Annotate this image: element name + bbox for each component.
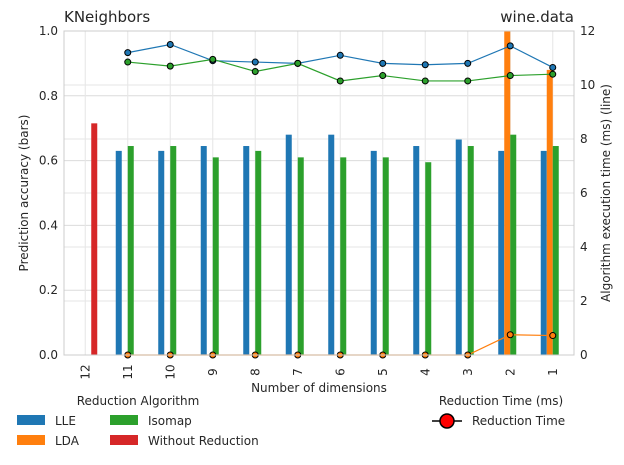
- bar-series: [91, 31, 559, 355]
- y-right-tick-label: 6: [580, 186, 588, 200]
- legend-swatch-lle: [17, 415, 45, 425]
- chart-title-left: KNeighbors: [64, 8, 150, 26]
- bar-lle: [243, 146, 250, 355]
- y-left-tick-label: 0.6: [39, 154, 58, 168]
- legend-right-marker: [439, 413, 455, 429]
- bar-without-reduction: [91, 123, 98, 355]
- x-tick-label: 12: [78, 364, 92, 379]
- legend-right-title: Reduction Time (ms): [439, 394, 563, 408]
- point-isomap: [166, 62, 174, 70]
- point-isomap: [336, 77, 344, 85]
- point-isomap: [464, 77, 472, 85]
- x-tick-label: 10: [163, 364, 177, 379]
- point-isomap: [124, 58, 132, 66]
- point-lda: [549, 332, 557, 340]
- y-left-tick-label: 0.0: [39, 348, 58, 362]
- bar-isomap: [127, 146, 134, 355]
- legend-label-isomap: Isomap: [148, 414, 192, 428]
- point-isomap: [506, 72, 514, 80]
- legend-swatch-isomap: [110, 415, 138, 425]
- point-lle: [379, 59, 387, 67]
- point-lle: [464, 59, 472, 67]
- legend-swatch-lda: [17, 435, 45, 445]
- legend-reduction-time: Reduction Time (ms) Reduction Time: [432, 394, 565, 429]
- y-right-tick-label: 0: [580, 348, 588, 362]
- bar-lle: [328, 134, 335, 355]
- chart-title-right: wine.data: [500, 8, 574, 26]
- y-left-tick-label: 0.8: [39, 89, 58, 103]
- bar-lle: [370, 150, 377, 355]
- legend-right-entry: Reduction Time: [472, 414, 565, 428]
- point-lle: [421, 61, 429, 69]
- y-right-tick-labels: 0 2 4 6 8 10 12: [580, 24, 595, 362]
- bar-lle: [455, 139, 462, 355]
- point-lle: [251, 58, 259, 66]
- y-left-tick-label: 0.4: [39, 218, 58, 232]
- y-right-tick-label: 12: [580, 24, 595, 38]
- plot-frame: [63, 30, 575, 356]
- bar-lle: [158, 150, 165, 355]
- bar-lle: [200, 146, 207, 355]
- legend-label-lle: LLE: [55, 414, 76, 428]
- x-tick-label: 7: [291, 368, 305, 376]
- bar-isomap: [467, 146, 474, 355]
- point-isomap: [421, 77, 429, 85]
- y-right-tick-label: 8: [580, 132, 588, 146]
- bar-lle: [498, 150, 505, 355]
- bar-isomap: [340, 157, 347, 355]
- point-lda: [506, 331, 514, 339]
- point-lle: [166, 41, 174, 48]
- point-lle: [506, 42, 514, 50]
- x-tick-label: 1: [546, 368, 560, 376]
- x-tick-label: 8: [248, 368, 262, 376]
- bar-lle: [413, 146, 420, 355]
- legend-label-without-reduction: Without Reduction: [148, 434, 259, 448]
- x-tick-label: 5: [376, 368, 390, 376]
- y-left-tick-label: 1.0: [39, 24, 58, 38]
- x-tick-label: 4: [418, 368, 432, 376]
- point-lle: [336, 51, 344, 59]
- x-tick-label: 2: [503, 368, 517, 376]
- point-isomap: [251, 68, 259, 75]
- y-left-axis-label: Prediction accuracy (bars): [17, 115, 31, 272]
- y-right-tick-label: 4: [580, 240, 588, 254]
- bar-lle: [115, 150, 122, 355]
- x-tick-label: 11: [121, 364, 135, 379]
- y-right-tick-label: 2: [580, 294, 588, 308]
- bar-isomap: [382, 157, 389, 355]
- bar-lda: [504, 31, 511, 355]
- x-tick-label: 3: [461, 368, 475, 376]
- bar-lle: [285, 134, 292, 355]
- bar-isomap: [552, 146, 559, 355]
- legend-label-lda: LDA: [55, 434, 80, 448]
- point-lle: [124, 49, 132, 57]
- bar-isomap: [170, 146, 177, 355]
- legend-left-title: Reduction Algorithm: [77, 394, 200, 408]
- point-isomap: [379, 72, 387, 80]
- point-isomap: [209, 55, 217, 63]
- point-lle: [549, 63, 557, 71]
- bar-isomap: [297, 157, 304, 355]
- x-tick-label: 6: [333, 368, 347, 376]
- y-left-tick-labels: 0.0 0.2 0.4 0.6 0.8 1.0: [39, 24, 58, 362]
- bar-isomap: [255, 150, 262, 355]
- point-isomap: [294, 59, 302, 67]
- bar-isomap: [212, 157, 219, 355]
- x-axis-label: Number of dimensions: [251, 381, 387, 395]
- y-right-tick-label: 10: [580, 78, 595, 92]
- bar-isomap: [510, 134, 517, 355]
- y-left-tick-label: 0.2: [39, 283, 58, 297]
- bar-lda: [546, 69, 553, 355]
- legend-reduction-algorithm: Reduction Algorithm LLE Isomap LDA Without …: [17, 394, 259, 448]
- y-right-axis-label: Algorithm execution time (ms) (line): [599, 84, 613, 302]
- bar-isomap: [425, 162, 432, 355]
- bar-lle: [540, 150, 547, 355]
- point-isomap: [549, 70, 557, 78]
- x-tick-labels: 12 11 10 9 8 7 6 5 4 3 2 1: [78, 364, 560, 379]
- legend-swatch-without-reduction: [110, 435, 138, 445]
- x-tick-label: 9: [206, 368, 220, 376]
